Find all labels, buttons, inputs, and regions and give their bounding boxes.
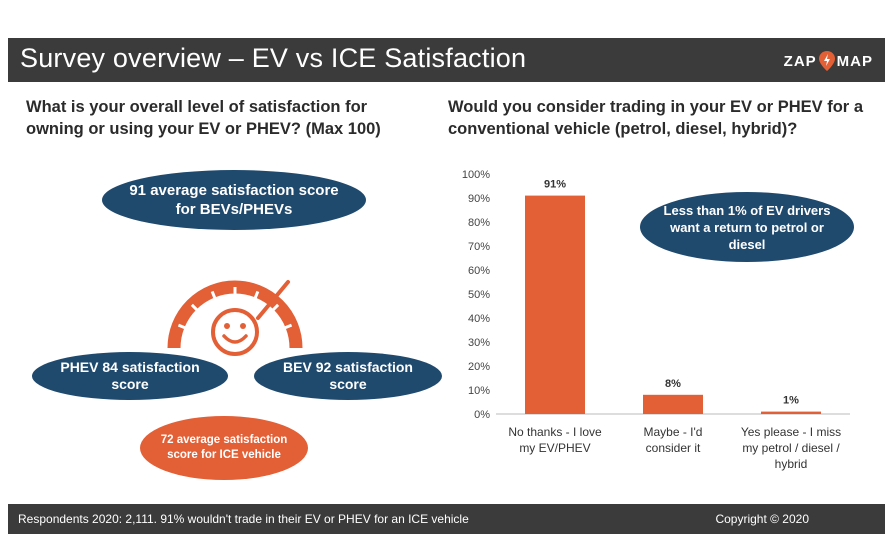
y-tick-label: 80% — [468, 217, 490, 229]
y-tick-label: 100% — [462, 169, 490, 181]
bev-score-badge: BEV 92 satisfaction score — [254, 352, 442, 400]
location-pin-icon — [818, 51, 835, 71]
y-tick-label: 50% — [468, 289, 490, 301]
y-tick-label: 20% — [468, 361, 490, 373]
bev-score-text: BEV 92 satisfaction score — [283, 359, 413, 392]
x-tick-label: Yes please - I miss — [741, 425, 841, 439]
logo-text-left: ZAP — [783, 52, 817, 70]
bar — [525, 195, 585, 414]
avg-satisfaction-text: 91 average satisfaction score for BEVs/P… — [129, 182, 339, 218]
x-tick-label: Maybe - I'd — [644, 425, 703, 439]
y-tick-label: 30% — [468, 337, 490, 349]
bar — [643, 394, 703, 414]
x-tick-label: No thanks - I love — [508, 425, 602, 439]
ev-return-callout: Less than 1% of EV drivers want a return… — [640, 192, 854, 262]
footer-respondents: Respondents 2020: 2,111. 91% wouldn't tr… — [18, 512, 469, 526]
trade-in-bar-chart: 0% 10% 20% 30% 40% 50% 60% 70% 80% 90% 100% 91% No t… — [462, 169, 850, 471]
bar-data-label: 1% — [783, 395, 799, 407]
satisfaction-gauge-icon — [167, 280, 303, 356]
y-tick-label: 70% — [468, 241, 490, 253]
avg-satisfaction-badge: 91 average satisfaction score for BEVs/P… — [102, 170, 366, 230]
ice-score-text: 72 average satisfaction score for ICE ve… — [160, 434, 288, 461]
y-tick-label: 40% — [468, 313, 490, 325]
x-tick-label: consider it — [646, 441, 701, 455]
logo-text-right: MAP — [836, 52, 873, 70]
y-tick-label: 10% — [468, 385, 490, 397]
x-tick-label: hybrid — [775, 457, 808, 471]
zapmap-logo: ZAP MAP — [784, 51, 873, 71]
bar-data-label: 91% — [544, 179, 566, 191]
page-title: Survey overview – EV vs ICE Satisfaction — [20, 43, 527, 73]
phev-score-badge: PHEV 84 satisfaction score — [32, 352, 228, 400]
ice-score-badge: 72 average satisfaction score for ICE ve… — [140, 416, 308, 480]
bar — [761, 411, 821, 414]
y-tick-label: 0% — [474, 409, 490, 421]
footer-bar: Respondents 2020: 2,111. 91% wouldn't tr… — [8, 504, 885, 534]
x-tick-label: my petrol / diesel / — [742, 441, 840, 455]
y-tick-label: 60% — [468, 265, 490, 277]
right-question: Would you consider trading in your EV or… — [448, 98, 863, 138]
x-tick-label: my EV/PHEV — [519, 441, 590, 455]
bar-data-label: 8% — [665, 378, 681, 390]
ev-return-callout-text: Less than 1% of EV drivers want a return… — [663, 202, 831, 252]
left-question: What is your overall level of satisfacti… — [26, 98, 381, 138]
header-bar: Survey overview – EV vs ICE Satisfaction… — [8, 38, 885, 82]
phev-score-text: PHEV 84 satisfaction score — [60, 359, 200, 392]
footer-copyright: Copyright © 2020 — [715, 512, 809, 526]
y-tick-label: 90% — [468, 193, 490, 205]
